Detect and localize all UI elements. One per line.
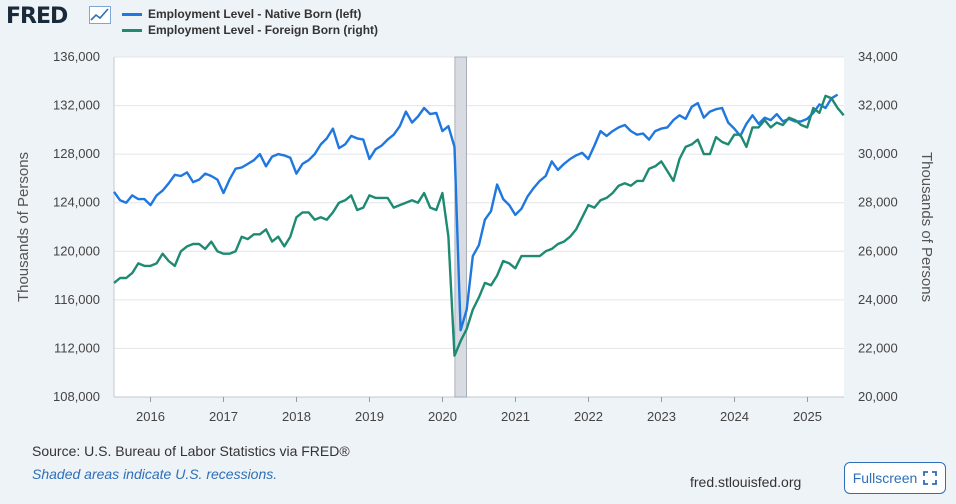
left-tick-label: 116,000 (54, 292, 100, 307)
series-line-native-born[interactable] (113, 93, 839, 332)
fred-logo[interactable]: FRED (6, 4, 68, 29)
x-tick-label: 2016 (136, 409, 165, 424)
right-tick-label: 22,000 (858, 340, 898, 355)
series-line-foreign-born[interactable] (113, 94, 845, 357)
right-axis-label: Thousands of Persons (918, 152, 935, 302)
legend-item-native-born[interactable]: Employment Level - Native Born (left) (122, 5, 361, 23)
series-layer (113, 93, 845, 357)
right-tick-label: 26,000 (858, 243, 898, 258)
right-tick-label: 28,000 (858, 195, 898, 210)
x-axis: 2016 2017 2018 2019 2020 2021 2022 2023 2024 2025 (136, 397, 822, 424)
legend-label-foreign: Employment Level - Foreign Born (right) (148, 23, 379, 37)
right-tick-label: 34,000 (858, 49, 898, 64)
left-tick-label: 124,000 (53, 195, 100, 210)
x-tick-label: 2019 (355, 409, 384, 424)
legend-item-foreign-born[interactable]: Employment Level - Foreign Born (right) (122, 21, 378, 39)
x-tick-label: 2024 (720, 409, 749, 424)
right-axis: 20,000 22,000 24,000 26,000 28,000 30,000 32,0… (858, 49, 898, 404)
fullscreen-label: Fullscreen (852, 470, 918, 486)
x-tick-label: 2022 (574, 409, 603, 424)
right-tick-label: 30,000 (858, 146, 898, 161)
right-tick-label: 20,000 (858, 389, 898, 404)
x-tick-label: 2023 (647, 409, 676, 424)
left-axis-label: Thousands of Persons (15, 152, 32, 302)
left-axis: 108,000 112,000 116,000 120,000 124,000 128,0… (53, 49, 100, 404)
recession-shading (454, 56, 467, 398)
plot-area (114, 57, 844, 397)
legend-swatch-native (122, 12, 142, 16)
recession-note: Shaded areas indicate U.S. recessions. (32, 466, 278, 482)
left-tick-label: 108,000 (53, 389, 100, 404)
source-note: Source: U.S. Bureau of Labor Statistics … (32, 443, 350, 459)
x-tick-label: 2020 (428, 409, 457, 424)
right-tick-label: 32,000 (858, 98, 898, 113)
expand-icon (923, 471, 938, 485)
right-tick-label: 24,000 (858, 292, 898, 307)
legend-label-native: Employment Level - Native Born (left) (148, 7, 362, 21)
left-tick-label: 136,000 (53, 49, 100, 64)
fullscreen-button[interactable]: Fullscreen (844, 462, 946, 494)
left-tick-label: 128,000 (53, 146, 100, 161)
legend-swatch-foreign (122, 28, 142, 32)
left-tick-label: 132,000 (53, 98, 100, 113)
x-tick-label: 2017 (209, 409, 238, 424)
x-tick-label: 2018 (282, 409, 311, 424)
x-tick-label: 2021 (501, 409, 530, 424)
x-tick-label: 2025 (793, 409, 822, 424)
site-link[interactable]: fred.stlouisfed.org (690, 474, 802, 490)
left-tick-label: 112,000 (54, 340, 100, 355)
trend-chart-icon (89, 6, 111, 24)
left-tick-label: 120,000 (53, 243, 100, 258)
